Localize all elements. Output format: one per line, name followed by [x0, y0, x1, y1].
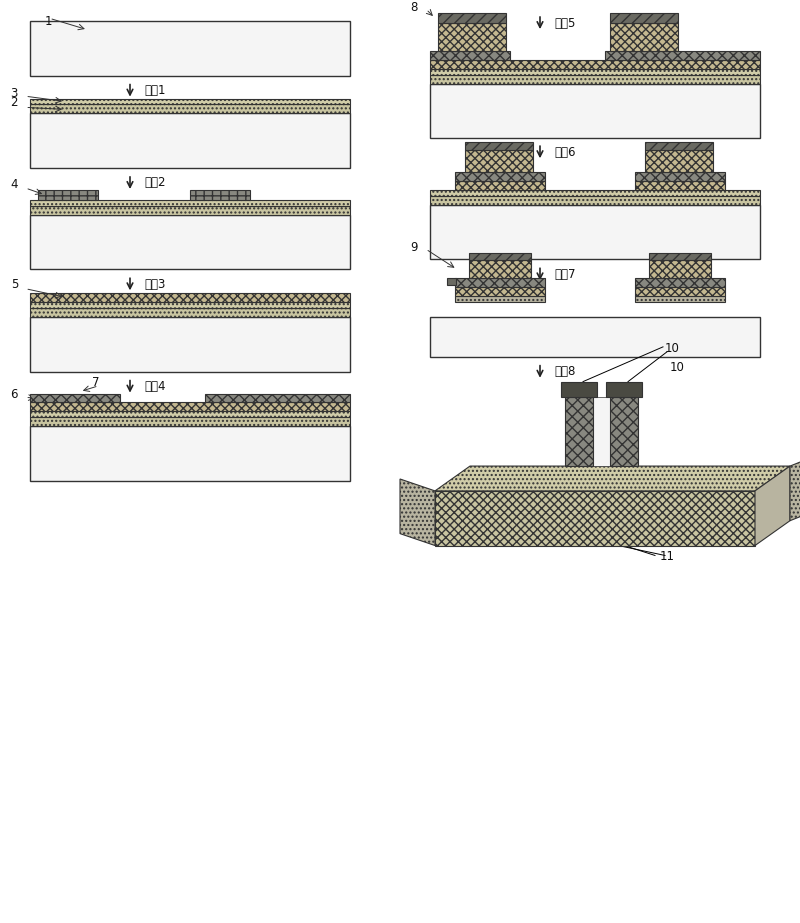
Bar	[190, 302, 250, 308]
Bar	[635, 287, 725, 296]
Bar	[430, 60, 760, 68]
Bar	[455, 181, 545, 190]
Bar	[610, 13, 678, 23]
Bar	[455, 287, 545, 296]
Bar	[649, 260, 711, 279]
Bar	[30, 99, 350, 104]
Text: 步骤2: 步骤2	[144, 176, 166, 189]
Text: 7: 7	[92, 376, 100, 389]
Bar	[30, 200, 350, 206]
Bar	[561, 381, 597, 397]
Bar	[635, 279, 725, 287]
Text: 9: 9	[410, 241, 418, 254]
Bar	[635, 181, 725, 190]
Text: 步骤3: 步骤3	[144, 278, 166, 291]
Bar	[593, 397, 610, 466]
Bar	[438, 23, 506, 51]
Text: 步骤6: 步骤6	[554, 146, 575, 159]
Bar	[469, 254, 531, 260]
Bar	[30, 104, 350, 114]
Bar	[30, 114, 350, 168]
Text: 1: 1	[45, 15, 53, 28]
Text: 3: 3	[10, 87, 18, 100]
Polygon shape	[435, 466, 790, 491]
Text: 步骤1: 步骤1	[144, 84, 166, 97]
Bar	[469, 260, 531, 279]
Bar	[30, 393, 120, 402]
Bar	[30, 412, 350, 417]
Bar	[430, 51, 510, 60]
Bar	[606, 381, 642, 397]
Bar	[465, 142, 533, 150]
Bar	[205, 393, 350, 402]
Bar	[645, 150, 713, 172]
Bar	[30, 21, 350, 76]
Bar	[30, 294, 350, 302]
Text: 6: 6	[10, 388, 18, 401]
Bar	[610, 23, 678, 51]
Text: 步骤4: 步骤4	[144, 380, 166, 393]
Polygon shape	[400, 479, 435, 545]
Bar	[430, 205, 760, 259]
Text: 5: 5	[10, 278, 18, 292]
Bar	[455, 279, 545, 287]
Text: 2: 2	[10, 97, 18, 110]
Bar	[38, 302, 98, 308]
Bar	[30, 302, 350, 308]
Bar	[635, 172, 725, 181]
Text: 4: 4	[10, 178, 18, 191]
Bar	[30, 206, 350, 215]
Text: 步骤7: 步骤7	[554, 268, 575, 281]
Bar	[465, 150, 533, 172]
Bar	[649, 254, 711, 260]
Polygon shape	[755, 466, 790, 545]
Bar	[190, 190, 250, 200]
Bar	[565, 397, 593, 466]
Bar	[635, 296, 725, 302]
Bar	[30, 426, 350, 481]
Bar	[605, 51, 760, 60]
Bar	[30, 417, 350, 426]
Bar	[30, 308, 350, 318]
Bar	[430, 196, 760, 205]
Bar	[455, 172, 545, 181]
Bar	[447, 279, 456, 285]
Text: 11: 11	[660, 550, 675, 563]
Polygon shape	[435, 491, 755, 545]
Bar	[430, 190, 760, 196]
Bar	[610, 397, 638, 466]
Bar	[438, 13, 506, 23]
Bar	[430, 68, 760, 75]
Bar	[645, 142, 713, 150]
Polygon shape	[790, 454, 800, 521]
Bar	[30, 215, 350, 270]
Text: 8: 8	[410, 1, 418, 14]
Bar	[38, 190, 98, 200]
Bar	[430, 84, 760, 138]
Bar	[30, 318, 350, 372]
Bar	[455, 296, 545, 302]
Bar	[430, 318, 760, 357]
Text: 10: 10	[665, 342, 680, 354]
Bar	[30, 402, 350, 412]
Text: 步骤8: 步骤8	[554, 366, 575, 378]
Text: 步骤5: 步骤5	[554, 17, 575, 30]
Text: 10: 10	[670, 361, 685, 374]
Bar	[430, 75, 760, 84]
